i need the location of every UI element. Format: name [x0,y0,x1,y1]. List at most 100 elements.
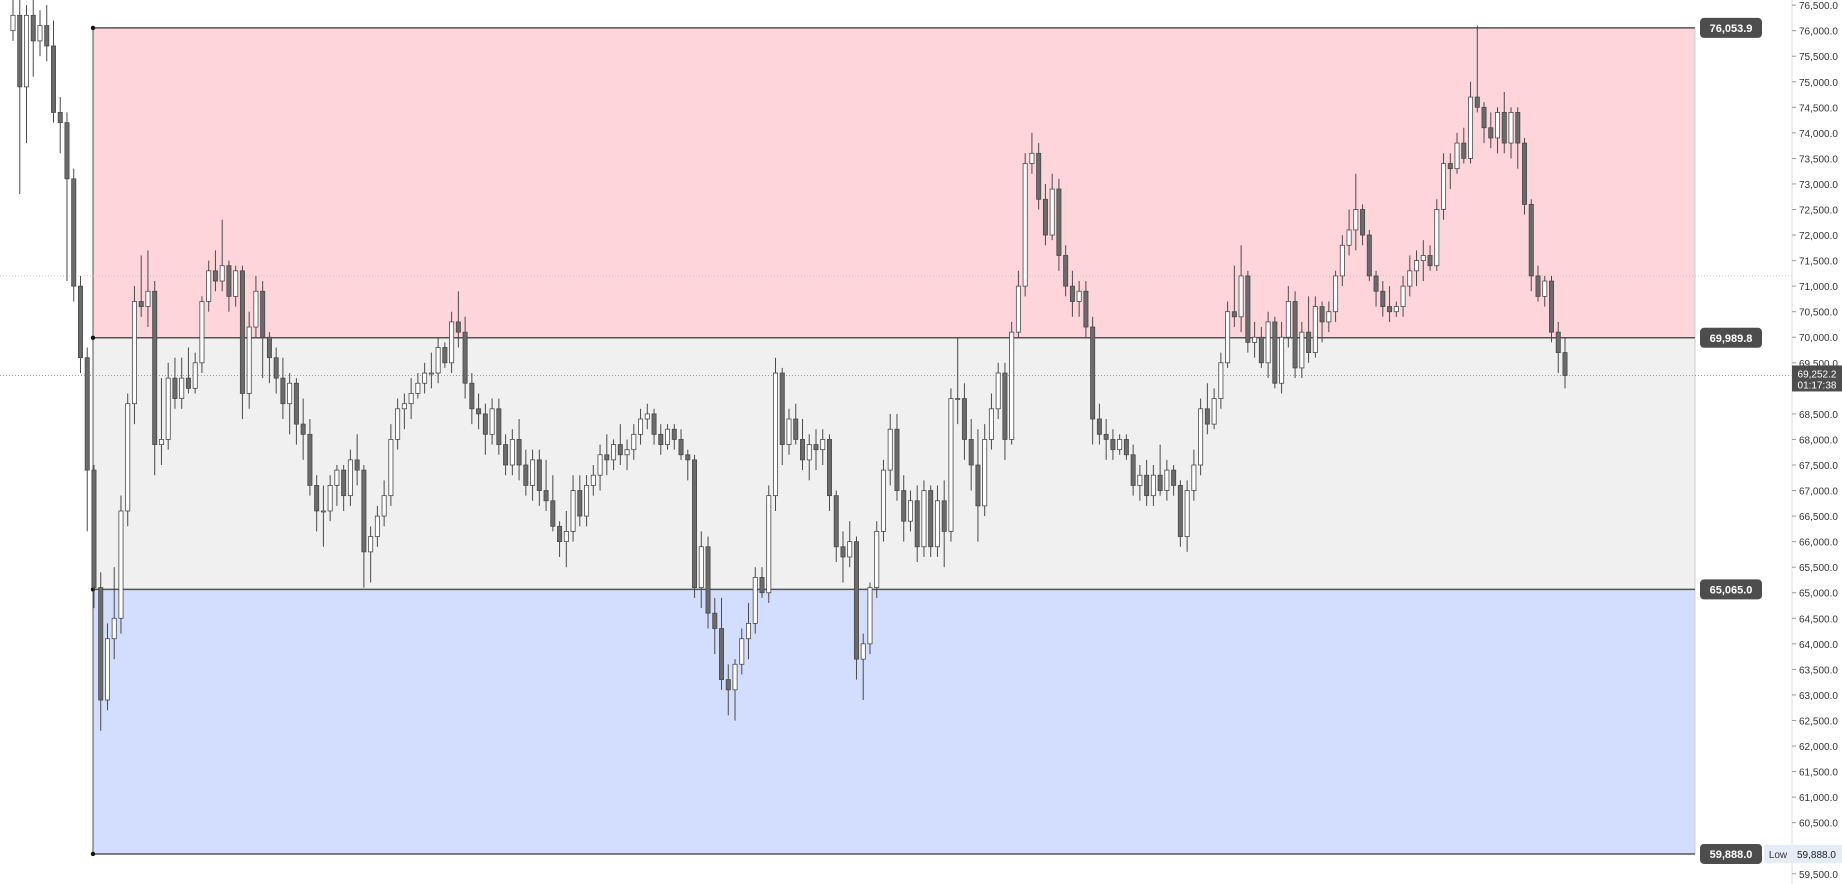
candle-body [239,270,245,394]
candle-133 [907,490,913,532]
candle-223 [1515,107,1521,169]
candle-body [860,643,866,660]
candle-body [1029,152,1035,164]
candle-100 [685,449,691,481]
candle-58 [401,393,407,430]
candle-body [1380,290,1386,307]
candle-218 [1481,102,1487,144]
price-tick-label: 62,500.0 [1799,716,1838,727]
candle-body [192,362,198,389]
candle-48 [334,464,340,506]
candle-33 [233,265,239,307]
candle-196 [1333,270,1339,322]
candle-body [907,500,913,522]
candle-body [840,546,846,558]
candle-31 [219,219,225,292]
candle-body [1150,474,1156,497]
candle-body [1042,198,1048,236]
candle-6 [50,20,56,123]
price-tick-label: 73,000.0 [1799,180,1838,191]
candle-82 [563,510,569,568]
candle-71 [489,398,495,445]
candle-111 [759,567,765,598]
candle-93 [638,408,644,445]
candle-body [395,408,401,440]
candle-body [961,398,967,440]
price-axis[interactable]: 76,500.0 76,000.0 75,500.0 75,000.0 74,500.0… [1791,0,1842,884]
candle-99 [678,429,684,460]
price-tick-label: 76,000.0 [1799,27,1838,38]
candle-87 [597,444,603,491]
candle-51 [354,434,360,486]
candle-81 [557,521,563,557]
candle-158 [1076,281,1082,317]
candle-body [226,265,232,297]
candle-107 [732,659,738,721]
candle-84 [577,475,583,527]
candle-body [867,587,873,645]
candle-body [1002,372,1008,440]
candle-34 [239,265,245,420]
candle-body [1184,490,1190,537]
level-lines [0,25,1792,857]
candle-body [462,331,468,384]
candle-body [118,510,124,619]
candle-132 [901,475,907,542]
candle-156 [1063,245,1069,297]
candle-body [563,531,569,543]
candle-163 [1110,429,1116,460]
candle-body [1076,290,1082,302]
candle-80 [550,475,556,532]
candle-7 [57,97,63,154]
candle-body [995,372,1001,410]
candle-29 [206,260,212,312]
candle-body [131,301,137,405]
price-tick-label: 65,000.0 [1799,589,1838,600]
candle-body [354,459,360,471]
candle-body [948,398,954,532]
low-value-bg [1792,844,1842,863]
candle-body [1515,112,1521,144]
candle-body [1130,454,1136,486]
candle-body [1258,336,1264,364]
candle-166 [1130,444,1136,496]
candle-body [874,531,880,589]
candle-152 [1036,143,1042,210]
candle-121 [826,434,832,511]
low-value-label: 59,888.0 [1797,850,1836,861]
candle-body [880,469,886,532]
candle-body [1083,290,1089,328]
candle-body [1164,469,1170,491]
candle-209 [1420,240,1426,282]
candle-body [1245,275,1251,343]
candle-150 [1022,153,1028,297]
price-tick-label: 66,500.0 [1799,512,1838,523]
candle-24 [172,357,178,409]
candle-63 [435,337,441,384]
candle-97 [665,424,671,450]
candle-body [624,449,630,456]
candle-128 [874,521,880,598]
candle-176 [1198,398,1204,476]
candle-139 [948,388,954,542]
candle-body [233,270,239,297]
candle-123 [840,531,846,583]
candle-body [800,439,805,461]
candle-20 [145,250,151,328]
candle-213 [1447,153,1453,190]
candle-body [766,495,772,594]
candle-body [793,418,799,440]
candle-body [934,500,940,548]
candle-126 [860,633,866,701]
level-tag-3: 59,888.0 [1700,843,1762,864]
candle-117 [800,419,805,471]
candle-147 [1002,362,1008,460]
candle-85 [584,475,590,527]
candle-56 [388,424,394,506]
candle-body [381,495,387,517]
candle-78 [536,449,542,506]
candle-body [145,290,151,307]
candle-body [1353,209,1359,231]
candle-body [1319,306,1325,323]
